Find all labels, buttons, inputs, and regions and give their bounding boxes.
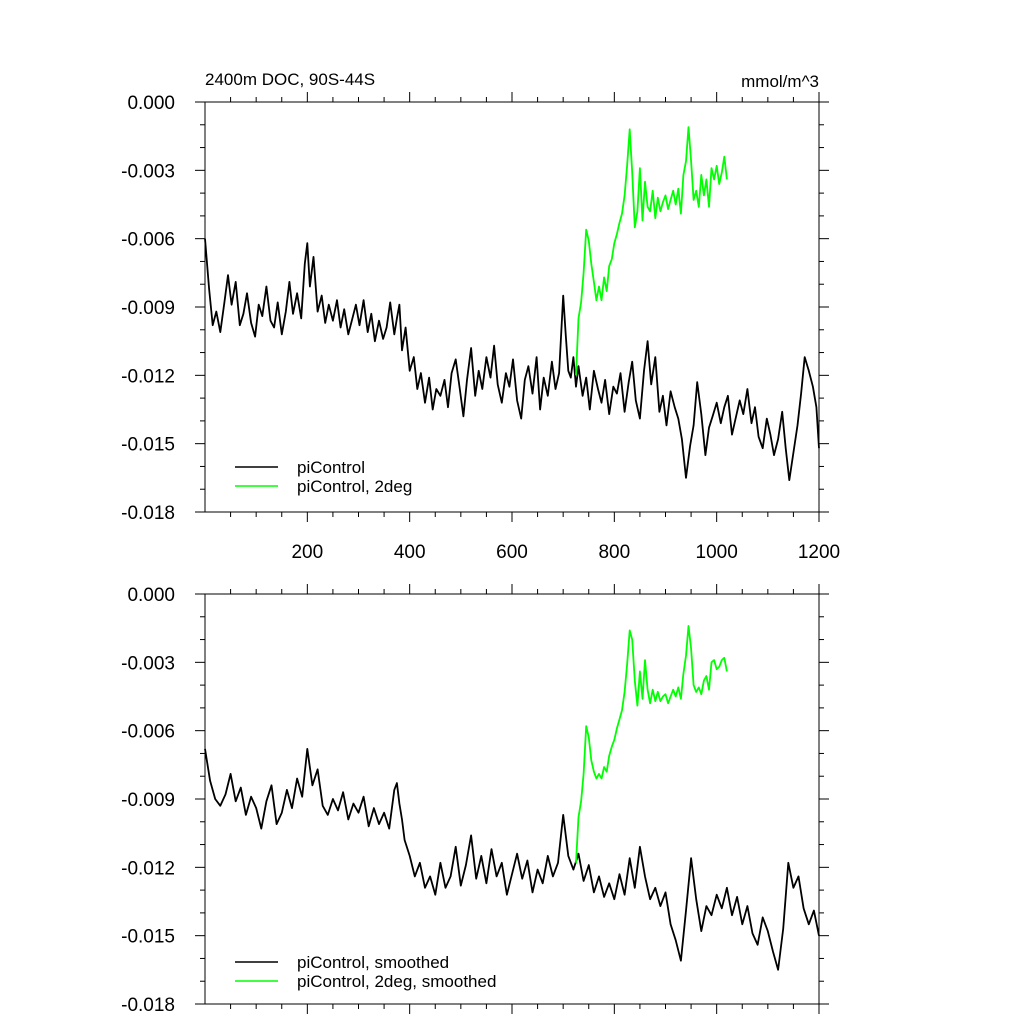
plot-frame <box>204 101 820 513</box>
y-tick-label: -0.018 <box>121 995 175 1016</box>
y-tick-label: -0.015 <box>121 927 175 948</box>
legend-label: piControl <box>297 458 365 477</box>
plot-frame <box>204 593 820 1005</box>
top-panel: 0.000 -0.003 -0.006 -0.009 -0.012 -0.015 -0.01… <box>121 70 840 563</box>
y-tick-label: -0.015 <box>121 435 175 456</box>
x-tick-label: 1000 <box>696 542 738 563</box>
y-tick-label: -0.012 <box>121 858 175 879</box>
units-label: mmol/m^3 <box>741 72 819 91</box>
series-line-picontrol <box>204 748 820 971</box>
y-tick-label: -0.006 <box>121 230 175 251</box>
legend-label: piControl, smoothed <box>297 953 449 972</box>
x-tick-label: 400 <box>394 542 426 563</box>
y-tick-label: -0.018 <box>121 503 175 524</box>
series-line-picontrol-2deg <box>575 625 728 863</box>
y-tick-label: 0.000 <box>127 93 175 114</box>
y-tick-label: -0.009 <box>121 298 175 319</box>
x-tick-label: 800 <box>598 542 630 563</box>
y-tick-label: 0.000 <box>127 585 175 606</box>
y-tick-label: -0.003 <box>121 161 175 182</box>
legend-label: piControl, 2deg, smoothed <box>297 972 496 991</box>
legend-label: piControl, 2deg <box>297 477 412 496</box>
chart-title: 2400m DOC, 90S-44S <box>205 70 375 89</box>
y-tick-label: -0.006 <box>121 722 175 743</box>
y-tick-label: -0.003 <box>121 653 175 674</box>
x-tick-label: 1200 <box>798 542 840 563</box>
bottom-panel: 0.000 -0.003 -0.006 -0.009 -0.012 -0.015 -0.01… <box>121 584 829 1016</box>
series-line-picontrol <box>204 238 820 481</box>
x-tick-label: 200 <box>291 542 323 563</box>
y-tick-label: -0.012 <box>121 366 175 387</box>
x-tick-label: 600 <box>496 542 528 563</box>
y-tick-label: -0.009 <box>121 790 175 811</box>
series-line-picontrol-2deg <box>575 126 728 376</box>
